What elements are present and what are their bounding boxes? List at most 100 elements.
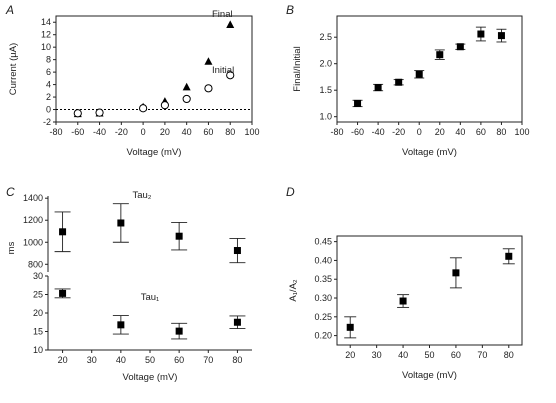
- x-axis-title: Voltage (mV): [127, 147, 182, 158]
- series-label-initial: Initial: [212, 65, 234, 76]
- y-tick-label: 4: [46, 80, 51, 90]
- data-point: [456, 43, 464, 51]
- data-point: [182, 82, 191, 91]
- x-tick-label: 80: [504, 350, 514, 360]
- x-tick-label: 60: [174, 355, 184, 365]
- chart-panel-c-tau1: 10 15 20 25 30 20 30 40 50 60 70 80 Tau₁ Voltage (mV): [33, 271, 252, 383]
- x-tick-label: 70: [477, 350, 487, 360]
- y-tick-label: 1.5: [319, 85, 332, 95]
- y-axis-title: Final/Initial: [292, 46, 303, 91]
- y-tick-label: 15: [33, 327, 43, 337]
- x-axis-title: Voltage (mV): [123, 372, 178, 383]
- data-point: [395, 78, 403, 86]
- y-tick-label: 0.30: [314, 293, 332, 303]
- x-tick-label: 30: [372, 350, 382, 360]
- y-tick-label: 0.35: [314, 274, 332, 284]
- data-point: [204, 84, 213, 93]
- y-tick-label: 14: [41, 17, 51, 27]
- y-tick-label: 0.20: [314, 331, 332, 341]
- y-axis-title: Current (µA): [8, 43, 19, 95]
- x-tick-label: 0: [417, 127, 422, 137]
- x-axis-title: Voltage (mV): [402, 147, 457, 158]
- x-tick-label: -60: [351, 127, 364, 137]
- x-tick-label: -40: [372, 127, 385, 137]
- x-tick-label: -80: [330, 127, 343, 137]
- data-point: [477, 30, 485, 38]
- y-tick-label: 8: [46, 55, 51, 65]
- data-point: [139, 104, 148, 113]
- y-tick-label: 0.25: [314, 312, 332, 322]
- data-point: [175, 232, 183, 240]
- data-point: [233, 247, 241, 255]
- y-tick-label: 1200: [23, 215, 43, 225]
- data-point: [436, 51, 444, 59]
- data-point: [374, 84, 382, 92]
- y-tick-label: 12: [41, 30, 51, 40]
- data-point: [497, 32, 505, 40]
- panel-letter-b: B: [286, 3, 294, 17]
- data-point: [346, 323, 354, 331]
- x-tick-label: -40: [93, 127, 106, 137]
- x-tick-label: 80: [496, 127, 506, 137]
- x-tick-label: 20: [58, 355, 68, 365]
- y-tick-label: 2.0: [319, 59, 332, 69]
- series-label-final: Final: [212, 9, 233, 20]
- plot-frame: [336, 15, 523, 123]
- y-tick-label: 800: [28, 259, 43, 269]
- chart-panel-d: 0.20 0.25 0.30 0.35 0.40 0.45 20 30 40 50 60 70 80 Vo…: [288, 235, 523, 381]
- data-point: [505, 252, 513, 260]
- y-tick-label: 30: [33, 271, 43, 281]
- y-tick-label: 0.40: [314, 255, 332, 265]
- chart-title-tau2: Tau₂: [132, 190, 151, 201]
- y-tick-label: 2: [46, 92, 51, 102]
- x-tick-label: 40: [116, 355, 126, 365]
- data-point: [182, 94, 191, 104]
- data-point: [415, 70, 423, 78]
- chart-title-tau1: Tau₁: [141, 292, 160, 303]
- x-tick-label: -80: [49, 127, 62, 137]
- y-tick-label: 1000: [23, 237, 43, 247]
- x-tick-label: 70: [203, 355, 213, 365]
- y-tick-label: 10: [33, 345, 43, 355]
- data-point: [160, 101, 169, 110]
- data-point: [117, 219, 125, 227]
- y-axis-title: ms: [6, 241, 17, 254]
- y-tick-label: 10: [41, 42, 51, 52]
- x-tick-label: -60: [71, 127, 84, 137]
- x-tick-label: 30: [87, 355, 97, 365]
- y-tick-label: 25: [33, 290, 43, 300]
- x-tick-label: 60: [476, 127, 486, 137]
- data-point: [399, 297, 407, 305]
- y-tick-label: 0: [46, 105, 51, 115]
- x-axis-title: Voltage (mV): [402, 370, 457, 381]
- data-point: [59, 289, 67, 297]
- y-tick-label: 1400: [23, 193, 43, 203]
- data-point: [354, 99, 362, 107]
- chart-panel-c-tau2: 800 1000 1200 1400 Tau₂ ms: [6, 190, 246, 272]
- data-point: [175, 327, 183, 335]
- y-tick-label: -2: [43, 117, 51, 127]
- panel-letter-c: C: [6, 185, 15, 199]
- data-point: [95, 108, 104, 117]
- x-tick-label: 50: [424, 350, 434, 360]
- y-axis-title: A₁/A₂: [288, 279, 299, 302]
- x-tick-label: 50: [145, 355, 155, 365]
- plot-frame: [55, 15, 253, 123]
- x-tick-label: 20: [160, 127, 170, 137]
- x-tick-label: 40: [398, 350, 408, 360]
- y-tick-label: 20: [33, 308, 43, 318]
- y-tick-label: 2.5: [319, 32, 332, 42]
- x-tick-label: 60: [203, 127, 213, 137]
- x-tick-label: -20: [392, 127, 405, 137]
- x-tick-label: 100: [244, 127, 259, 137]
- data-point: [226, 71, 235, 80]
- x-tick-label: 60: [451, 350, 461, 360]
- plot-frame: [336, 235, 523, 346]
- data-point: [117, 321, 125, 329]
- x-tick-label: 20: [345, 350, 355, 360]
- panel-letter-a: A: [5, 3, 14, 17]
- y-tick-label: 6: [46, 67, 51, 77]
- x-tick-label: 20: [435, 127, 445, 137]
